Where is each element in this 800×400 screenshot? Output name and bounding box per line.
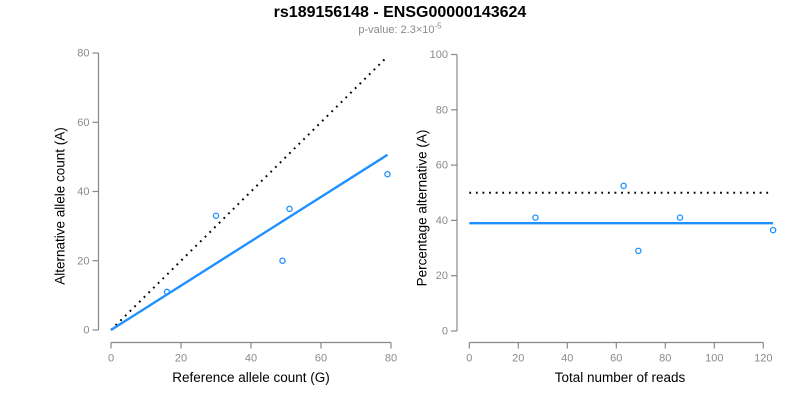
- data-point: [676, 214, 684, 221]
- x-tick-label: 100: [705, 353, 723, 365]
- y-tick-label: 40: [436, 215, 448, 227]
- y-tick-label: 80: [436, 104, 448, 116]
- data-point: [384, 170, 391, 178]
- y-tick-label: 60: [77, 117, 89, 129]
- x-tick-label: 0: [108, 353, 114, 365]
- right-xaxis-title: Total number of reads: [554, 370, 686, 385]
- x-tick-label: 60: [315, 353, 327, 365]
- x-tick-label: 40: [245, 353, 257, 365]
- page-title: rs189156148 - ENSG00000143624: [273, 4, 527, 21]
- x-tick-label: 40: [561, 353, 573, 365]
- x-tick-label: 20: [175, 353, 187, 365]
- pvalue-exponent: -5: [434, 21, 442, 31]
- y-tick-label: 40: [77, 186, 89, 198]
- data-point: [532, 214, 539, 221]
- x-tick-label: 20: [512, 353, 524, 365]
- y-tick-label: 20: [77, 255, 89, 267]
- x-tick-label: 80: [659, 353, 671, 365]
- data-point: [212, 212, 220, 219]
- pvalue-text: p-value: 2.3×10: [358, 24, 435, 36]
- data-point: [620, 182, 627, 190]
- data-point: [279, 257, 286, 264]
- data-point: [769, 226, 777, 234]
- right-yaxis-title: Percentage alternative (A): [414, 129, 430, 287]
- left-xaxis-title: Reference allele count (G): [172, 370, 330, 385]
- fit-line: [110, 153, 389, 332]
- y-tick-label: 20: [436, 270, 448, 282]
- x-tick-label: 120: [754, 353, 772, 365]
- y-tick-label: 80: [77, 48, 89, 60]
- x-tick-label: 0: [466, 353, 472, 365]
- identity-line: [110, 55, 389, 331]
- y-tick-label: 100: [430, 49, 448, 61]
- data-point: [635, 247, 642, 255]
- x-tick-label: 60: [610, 353, 622, 365]
- y-tick-label: 0: [442, 326, 448, 338]
- y-tick-label: 0: [83, 325, 89, 337]
- y-tick-label: 60: [436, 160, 448, 172]
- x-tick-label: 80: [385, 353, 397, 365]
- data-point: [286, 205, 293, 213]
- data-point: [163, 288, 171, 296]
- pvalue-subtitle: p-value: 2.3×10-5: [0, 21, 800, 36]
- left-yaxis-title: Alternative allele count (A): [52, 127, 68, 285]
